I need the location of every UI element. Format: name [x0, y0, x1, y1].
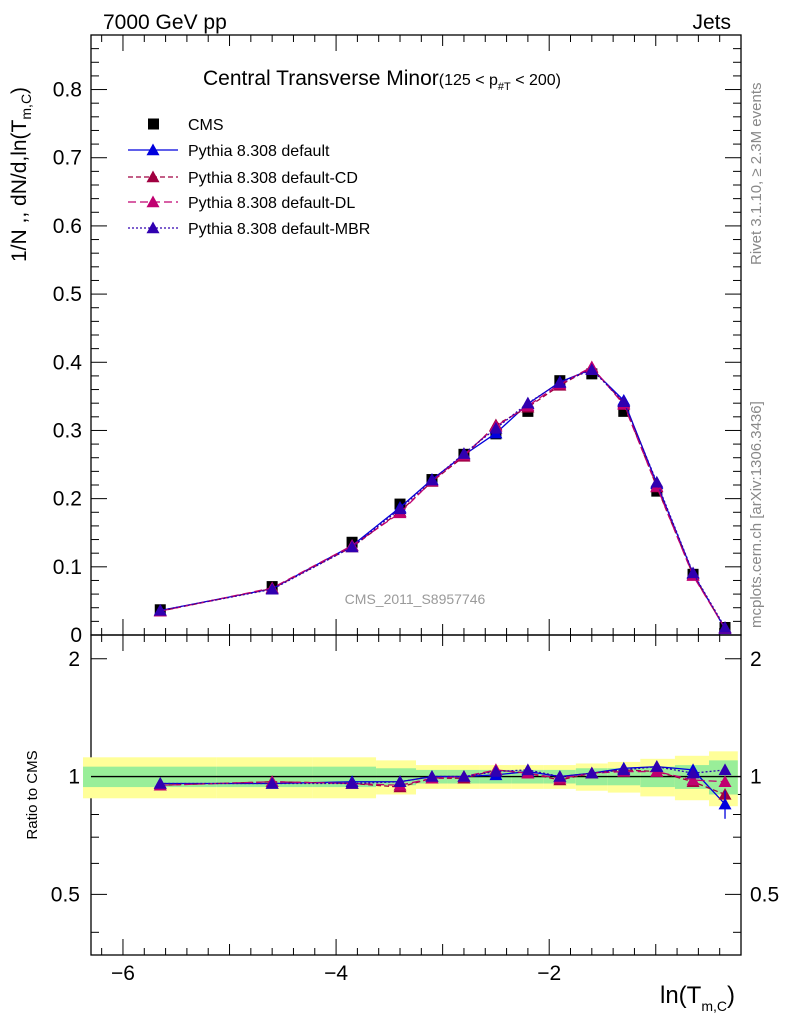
y-tick-label: 0.5 — [53, 283, 82, 306]
series-point-3 — [585, 363, 599, 375]
series-point-3 — [553, 376, 567, 388]
chart-title: Central Transverse Minor(125 < p#T < 200… — [203, 67, 561, 93]
series-line-3 — [160, 369, 726, 628]
ratio-point-3 — [153, 777, 167, 789]
y-tick-label: 0 — [70, 624, 82, 647]
y-tick-label: 0.1 — [53, 556, 82, 579]
ratio-point-2 — [686, 773, 700, 786]
series-point-3 — [153, 603, 167, 616]
legend-label-0: Pythia 8.308 default — [188, 143, 330, 160]
chart-title-suffix: (125 < p — [439, 72, 498, 89]
legend-marker-1 — [146, 170, 160, 183]
series-point-3 — [393, 502, 407, 515]
ratio-y-axis-label: Ratio to CMS — [24, 750, 41, 839]
ratio-y-tick-label: 0.5 — [51, 883, 80, 906]
cms-data-point — [618, 405, 630, 417]
series-point-3 — [718, 621, 732, 633]
series-line-1 — [160, 366, 726, 629]
analysis-watermark: CMS_2011_S8957746 — [345, 591, 486, 607]
x-axis-label-end: ) — [727, 982, 735, 1009]
series-point-3 — [425, 473, 439, 486]
main-y-axis-label: 1/N ,, dN/d,ln(Tm,C) — [8, 87, 34, 262]
legend-label-1: Pythia 8.308 default-CD — [188, 170, 358, 187]
main-y-axis-label-end: ) — [8, 87, 31, 94]
chart-title-sub: #T — [498, 81, 511, 93]
legend-marker-0 — [146, 143, 160, 156]
series-point-3 — [650, 475, 664, 488]
mcplots-label: mcplots.cern.ch [arXiv:1306.3436] — [748, 401, 765, 628]
y-tick-label: 0.4 — [53, 351, 83, 374]
rivet-label: Rivet 3.1.10, ≥ 2.3M events — [748, 83, 765, 266]
ratio-point-3 — [585, 766, 599, 779]
legend-marker-2 — [146, 195, 160, 208]
chart-title-main: Central Transverse Minor — [203, 67, 439, 90]
ratio-plot-area: −6 −4 −2 0.5 0.5 1 1 2 2 — [51, 634, 779, 985]
header-jets-label: Jets — [692, 11, 731, 34]
ratio-y-tick-label: 2 — [68, 648, 80, 671]
x-axis-label-sub: m,C — [701, 998, 727, 1014]
ratio-point-3 — [617, 763, 631, 776]
series-point-3 — [265, 582, 279, 595]
y-tick-label: 0.3 — [53, 419, 82, 442]
ratio-band-inner — [709, 760, 738, 795]
ratio-y-tick-label-right: 0.5 — [750, 883, 779, 906]
main-y-axis-label-text: 1/N ,, dN/d,ln(T — [8, 119, 31, 262]
ratio-point-3 — [489, 765, 503, 777]
x-axis-label: ln(Tm,C) — [660, 982, 735, 1014]
main-plot-area: 0 0.1 0.2 0.3 0.4 0.5 0.6 0.7 0.8 — [53, 34, 742, 647]
series-line-2 — [160, 366, 726, 629]
x-tick-label: −2 — [537, 962, 561, 985]
legend-marker-cms — [148, 118, 159, 130]
ratio-point-3 — [718, 763, 732, 776]
x-tick-label: −6 — [111, 962, 135, 985]
ratio-point-3 — [686, 766, 700, 779]
ratio-y-tick-label-right: 1 — [750, 766, 762, 789]
ratio-point-3 — [457, 770, 471, 782]
ratio-point-3 — [650, 760, 664, 772]
y-tick-label: 0.6 — [53, 215, 82, 238]
series-line-0 — [160, 368, 726, 630]
series-point-3 — [457, 447, 471, 459]
ratio-point-3 — [345, 777, 359, 789]
legend-label-2: Pythia 8.308 default-DL — [188, 195, 355, 212]
chart-title-end: < 200) — [511, 72, 561, 89]
y-tick-label: 0.2 — [53, 488, 82, 511]
legend-label-3: Pythia 8.308 default-MBR — [188, 221, 370, 238]
ratio-point-3 — [265, 777, 279, 789]
ratio-point-3 — [553, 770, 567, 782]
legend: CMS Pythia 8.308 default Pythia 8.308 defa… — [128, 117, 370, 238]
legend-label-cms: CMS — [188, 117, 224, 134]
header-energy-label: 7000 GeV pp — [103, 11, 227, 34]
legend-marker-3 — [146, 221, 160, 234]
y-tick-label: 0.8 — [53, 79, 82, 102]
series-point-3 — [489, 421, 503, 434]
series-point-3 — [686, 566, 700, 579]
x-axis-label-text: ln(T — [660, 982, 702, 1009]
ratio-point-3 — [393, 775, 407, 787]
series-point-3 — [617, 395, 631, 408]
x-tick-label: −4 — [324, 962, 348, 985]
ratio-point-2 — [718, 775, 732, 787]
ratio-point-3 — [425, 770, 439, 782]
ratio-line-3 — [160, 766, 726, 785]
series-point-3 — [345, 540, 359, 553]
series-point-3 — [521, 396, 535, 409]
ratio-y-tick-label: 1 — [68, 766, 80, 789]
main-y-axis-label-sub: m,C — [18, 94, 34, 120]
y-tick-label: 0.7 — [53, 147, 82, 170]
ratio-y-tick-label-right: 2 — [750, 648, 762, 671]
ratio-point-3 — [521, 763, 535, 776]
